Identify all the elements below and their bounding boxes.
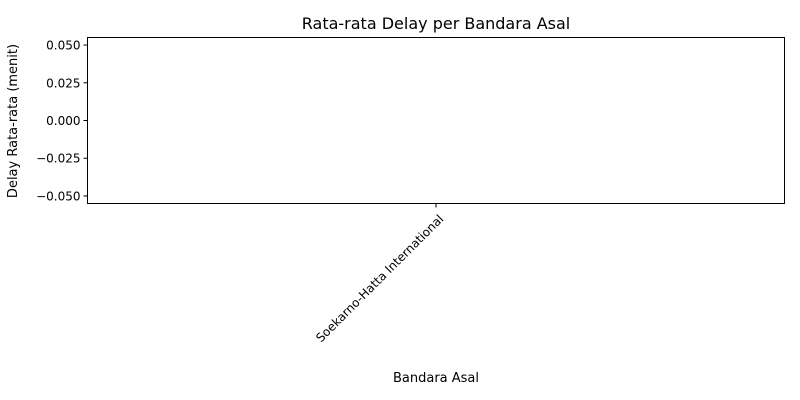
plot-frame [87,37,785,204]
x-axis-label: Bandara Asal [393,371,479,386]
y-tick-label: 0.025 [46,76,80,90]
y-axis-ticks: 0.050 0.025 0.000 −0.025 −0.050 [36,39,88,203]
y-tick-label: −0.050 [36,189,80,203]
y-tick-label: −0.025 [36,152,80,166]
chart-title: Rata-rata Delay per Bandara Asal [302,14,570,33]
y-axis-label: Delay Rata-rata (menit) [6,44,21,198]
y-tick-label: 0.000 [46,114,80,128]
y-tick-label: 0.050 [46,39,80,53]
